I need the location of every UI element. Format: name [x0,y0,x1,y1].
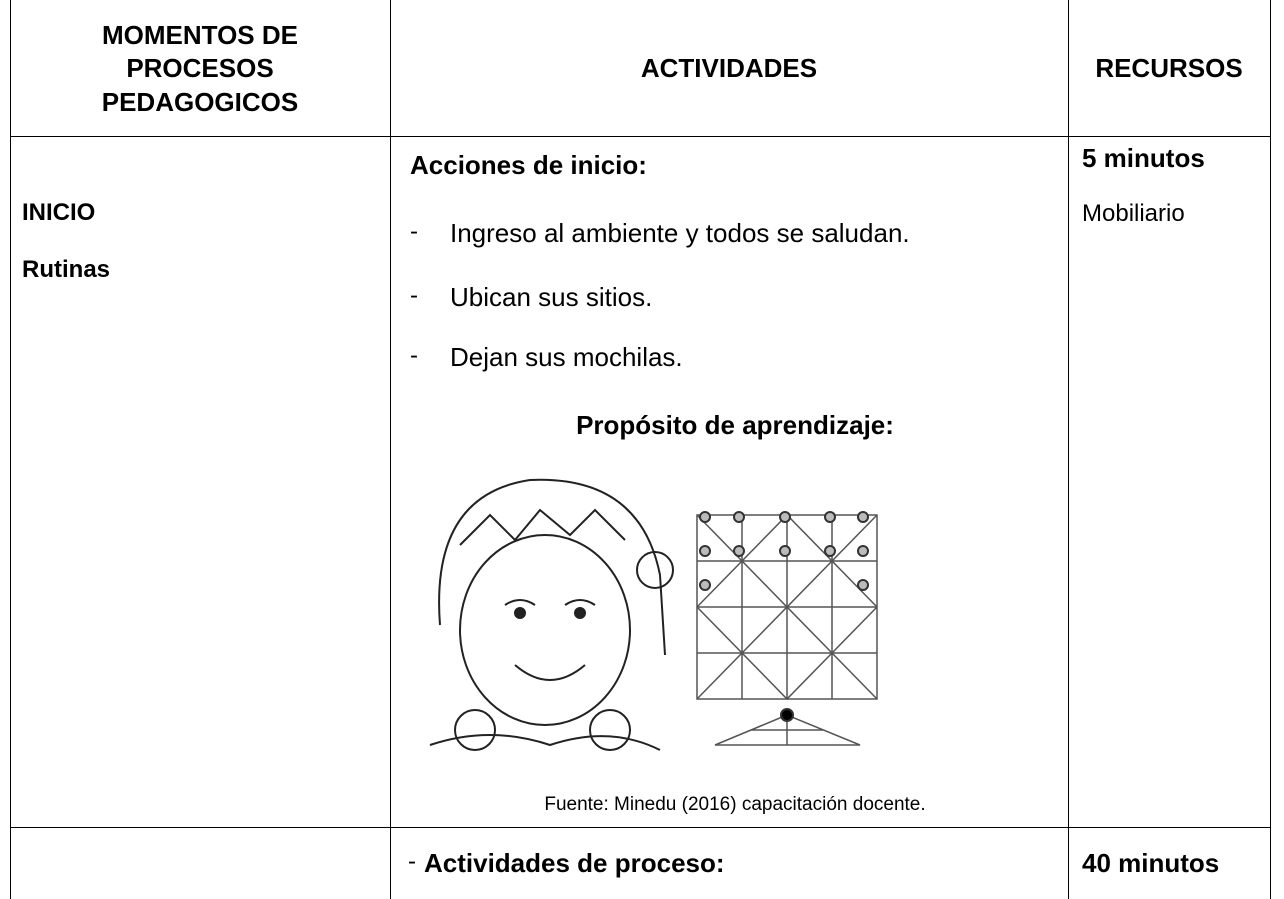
subheading: Propósito de aprendizaje: [576,410,894,440]
resource: Mobiliario [1082,200,1185,227]
border [390,0,391,899]
activity-heading: Acciones de inicio: [410,150,647,180]
activity-item: Dejan sus mochilas. [450,342,683,372]
header: RECURSOS [1095,53,1243,83]
header-line: PEDAGOGICOS [101,87,299,117]
resource: 40 minutos [1082,848,1220,878]
bullet: - [410,342,418,369]
header-line: PROCESOS [126,53,274,83]
activity-item: Ingreso al ambiente y todos se saludan. [450,218,910,248]
header-line: MOMENTOS DE [102,20,298,50]
activity-heading: Actividades de proceso: [424,848,725,878]
border [10,0,11,899]
bullet: - [410,282,418,309]
bullet: - [410,218,418,245]
resource: 5 minutos [1082,143,1205,173]
border [1270,0,1271,899]
border [10,136,1271,137]
border [10,827,1271,828]
caption: Fuente: Minedu (2016) capacitación docen… [544,794,926,815]
illustration [429,478,878,751]
moment: INICIO [22,199,96,226]
border [1068,0,1069,899]
header: ACTIVIDADES [640,53,818,83]
activity-item: Ubican sus sitios. [450,282,653,312]
bullet: - [408,848,416,875]
moment: Rutinas [22,256,111,283]
